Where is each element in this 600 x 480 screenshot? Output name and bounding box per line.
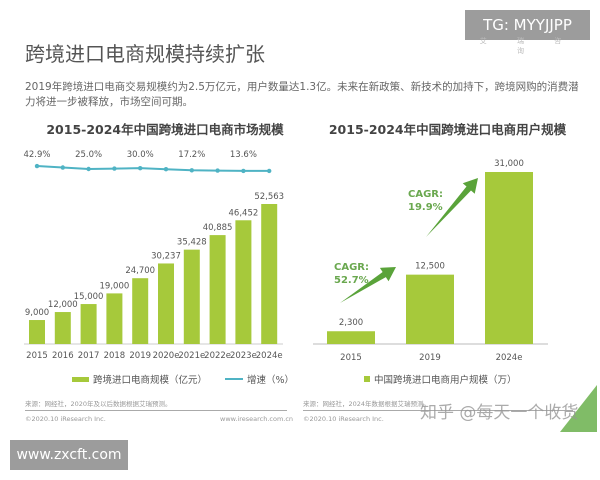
x-tick-label: 2022e [204,351,231,361]
bar-label: 2,300 [339,318,363,328]
x-tick-label: 2024e [496,353,523,363]
growth-point [112,166,117,171]
bar [235,220,252,344]
watermark-tg: TG: MYYJJPP [465,10,590,40]
bar-label: 12,000 [48,300,78,310]
source-left: 来源：网经社，2020年及以后数据根据艾瑞预测。 [25,400,172,408]
chart-title-users: 2015-2024年中国跨境进口电商用户规模 [328,122,567,137]
legend-line-label: 增速（%） [247,375,295,386]
bar [327,331,375,344]
growth-point [86,166,91,172]
x-tick-label: 2019 [129,351,151,361]
bar [485,172,533,344]
bar [106,293,123,344]
bar-label: 46,452 [229,208,259,218]
bar [29,320,45,344]
copyright-left: ©2020.10 iResearch Inc. [25,415,106,423]
growth-point [60,165,65,170]
bar [54,312,71,344]
growth-point [34,163,40,169]
x-tick-label: 2017 [78,351,100,361]
growth-label: 30.0% [127,150,154,160]
growth-point [163,167,169,172]
bar [132,278,149,344]
divider-left [25,410,287,411]
description: 2019年跨境进口电商交易规模约为2.5万亿元，用户数量达1.3亿。未来在新政策… [25,81,579,108]
watermark-sub: 艾 瑞 咨 询 [479,37,576,55]
page-title: 跨境进口电商规模持续扩张 [25,42,265,66]
chart-title-market: 2015-2024年中国跨境进口电商市场规模 [46,122,284,137]
source-right: 来源：网经社，2024年数据根据艾瑞预测。 [303,400,431,408]
bar-label: 31,000 [494,159,524,169]
x-tick-label: 2015 [26,351,48,361]
bar-label: 24,700 [125,266,155,276]
cagr-label: CAGR: [408,189,443,200]
legend-line-swatch [225,378,244,380]
watermark-zhihu: 知乎 @每天一个收货 [420,403,579,423]
bar [209,235,226,344]
growth-label: 13.6% [230,150,257,160]
x-tick-label: 2015 [340,353,362,363]
watermark-site: www.zxcft.com [10,440,128,470]
x-tick-label: 2024e [256,351,283,361]
legend-bar-swatch [72,376,89,382]
legend-users: 中国跨境进口电商用户规模（万） [364,372,517,386]
bar-label: 35,428 [177,238,207,248]
bar-label: 30,237 [151,251,181,261]
bar-label: 19,000 [100,281,130,291]
growth-point [215,168,220,173]
website-left: www.iresearch.com.cn [220,415,294,423]
growth-line [36,165,270,172]
x-tick-label: 2021e [178,351,205,361]
x-tick-label: 2019 [419,353,441,363]
legend-bar-label: 跨境进口电商规模（亿元） [93,375,208,386]
bar [406,274,454,344]
bar-label: 15,000 [74,292,104,302]
x-tick-label: 2023e [230,351,257,361]
bar [158,263,174,344]
bar [183,249,200,344]
legend-market: 跨境进口电商规模（亿元） 增速（%） [72,372,294,386]
bar-label: 40,885 [203,223,233,233]
x-tick-label: 2020e [153,351,180,361]
legend-users-label: 中国跨境进口电商用户规模（万） [374,375,517,386]
growth-label: 17.2% [178,150,205,160]
cagr-value: 19.9% [408,202,443,213]
growth-point [138,165,143,171]
bar-label: 9,000 [25,308,49,318]
copyright-right: ©2020.10 iResearch Inc. [303,415,384,423]
growth-point [189,168,194,173]
cagr-value: 52.7% [334,275,369,286]
growth-point [241,168,246,174]
divider-right [303,410,573,411]
cagr-arrow-icon [340,267,396,303]
bar-label: 52,563 [254,192,284,202]
growth-label: 42.9% [23,150,50,160]
cagr-arrow-icon [426,178,478,237]
bar [261,204,278,344]
growth-point [267,168,272,174]
growth-label: 25.0% [75,150,102,160]
x-tick-label: 2018 [104,351,126,361]
bar [80,304,97,344]
bar-label: 12,500 [415,262,445,272]
x-tick-label: 2016 [52,351,74,361]
legend-users-swatch [364,376,370,382]
cagr-label: CAGR: [334,262,369,273]
